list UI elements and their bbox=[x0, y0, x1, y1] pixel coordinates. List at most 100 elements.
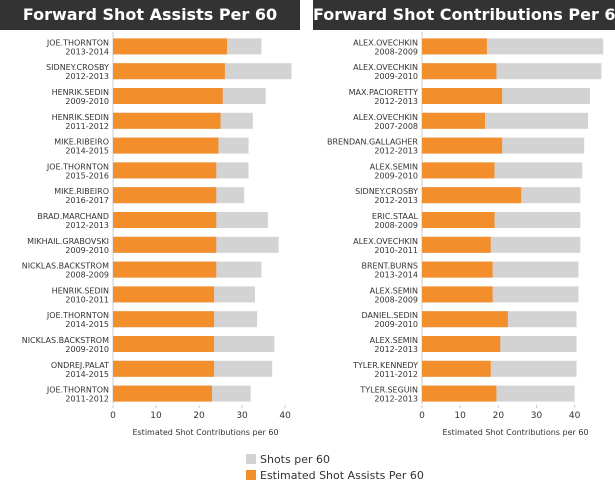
legend-swatch-assists bbox=[246, 470, 256, 480]
category-name-label: HENRIK.SEDIN bbox=[52, 286, 109, 295]
category-name-label: JOE.THORNTON bbox=[46, 38, 109, 47]
category-name-label: ALEX.SEMIN bbox=[370, 162, 418, 171]
category-season-label: 2012-2013 bbox=[374, 97, 418, 106]
assists-bar[interactable] bbox=[113, 236, 217, 253]
assists-bar[interactable] bbox=[113, 212, 217, 228]
category-name-label: NICKLAS.BACKSTROM bbox=[22, 336, 109, 345]
assists-bar[interactable] bbox=[422, 286, 493, 303]
category-season-label: 2013-2014 bbox=[65, 47, 109, 56]
assists-bar[interactable] bbox=[113, 286, 215, 303]
category-season-label: 2012-2013 bbox=[374, 147, 418, 156]
assists-bar[interactable] bbox=[113, 137, 219, 154]
category-season-label: 2008-2009 bbox=[65, 271, 109, 280]
category-name-label: JOE.THORNTON bbox=[46, 386, 109, 395]
category-name-label: ERIC.STAAL bbox=[372, 212, 419, 221]
assists-bar[interactable] bbox=[113, 112, 221, 129]
assists-bar[interactable] bbox=[422, 212, 495, 228]
assists-bar[interactable] bbox=[113, 63, 225, 80]
x-tick-label: 10 bbox=[454, 411, 466, 421]
assists-bar[interactable] bbox=[113, 187, 217, 204]
category-name-label: MIKE.RIBEIRO bbox=[54, 187, 109, 196]
assists-bar[interactable] bbox=[113, 261, 217, 278]
category-season-label: 2012-2013 bbox=[374, 196, 418, 205]
category-season-label: 2009-2010 bbox=[374, 320, 418, 329]
assists-bar[interactable] bbox=[422, 112, 485, 129]
x-tick-label: 40 bbox=[569, 411, 581, 421]
x-axis-label: Estimated Shot Contributions per 60 bbox=[132, 428, 278, 437]
category-name-label: ALEX.OVECHKIN bbox=[353, 113, 418, 122]
assists-bar[interactable] bbox=[422, 63, 497, 80]
legend-label-shots: Shots per 60 bbox=[260, 452, 330, 466]
assists-bar[interactable] bbox=[113, 336, 215, 352]
category-season-label: 2014-2015 bbox=[65, 320, 109, 329]
category-season-label: 2009-2010 bbox=[65, 246, 109, 255]
assists-bar[interactable] bbox=[113, 162, 217, 179]
category-name-label: SIDNEY.CROSBY bbox=[46, 63, 109, 72]
category-name-label: ALEX.OVECHKIN bbox=[353, 237, 418, 246]
right-chart-title: Forward Shot Contributions Per 60 bbox=[313, 0, 615, 30]
left-chart-title: Forward Shot Assists Per 60 bbox=[0, 0, 300, 30]
category-name-label: MAX.PACIORETTY bbox=[349, 88, 419, 97]
x-tick-label: 30 bbox=[531, 411, 543, 421]
assists-bar[interactable] bbox=[113, 311, 215, 328]
assists-bar[interactable] bbox=[422, 360, 491, 377]
assists-bar[interactable] bbox=[422, 385, 497, 402]
category-season-label: 2016-2017 bbox=[65, 196, 109, 205]
assists-bar[interactable] bbox=[422, 311, 508, 328]
legend-item-shots[interactable]: Shots per 60 bbox=[246, 451, 424, 467]
category-season-label: 2012-2013 bbox=[65, 72, 109, 81]
category-name-label: TYLER.KENNEDY bbox=[352, 361, 418, 370]
x-tick-label: 40 bbox=[279, 411, 291, 421]
right-bar-chart: ALEX.OVECHKIN2008-2009ALEX.OVECHKIN2009-… bbox=[327, 32, 604, 437]
assists-bar[interactable] bbox=[422, 336, 501, 352]
assists-bar[interactable] bbox=[422, 38, 487, 55]
assists-bar[interactable] bbox=[422, 236, 491, 253]
legend-item-assists[interactable]: Estimated Shot Assists Per 60 bbox=[246, 467, 424, 483]
category-name-label: ONDREJ.PALAT bbox=[51, 361, 109, 370]
assists-bar[interactable] bbox=[422, 88, 503, 104]
assists-bar[interactable] bbox=[113, 88, 223, 104]
assists-bar[interactable] bbox=[422, 162, 495, 179]
assists-bar[interactable] bbox=[113, 385, 212, 402]
assists-bar[interactable] bbox=[113, 38, 228, 55]
category-season-label: 2008-2009 bbox=[374, 221, 418, 230]
assists-bar[interactable] bbox=[113, 360, 215, 377]
assists-bar[interactable] bbox=[422, 187, 522, 204]
category-name-label: BRENDAN.GALLAGHER bbox=[327, 138, 418, 147]
category-season-label: 2009-2010 bbox=[374, 171, 418, 180]
assists-bar[interactable] bbox=[422, 261, 493, 278]
category-season-label: 2010-2011 bbox=[65, 295, 109, 304]
assists-bar[interactable] bbox=[422, 137, 503, 154]
category-name-label: MIKHAIL.GRABOVSKI bbox=[27, 237, 109, 246]
